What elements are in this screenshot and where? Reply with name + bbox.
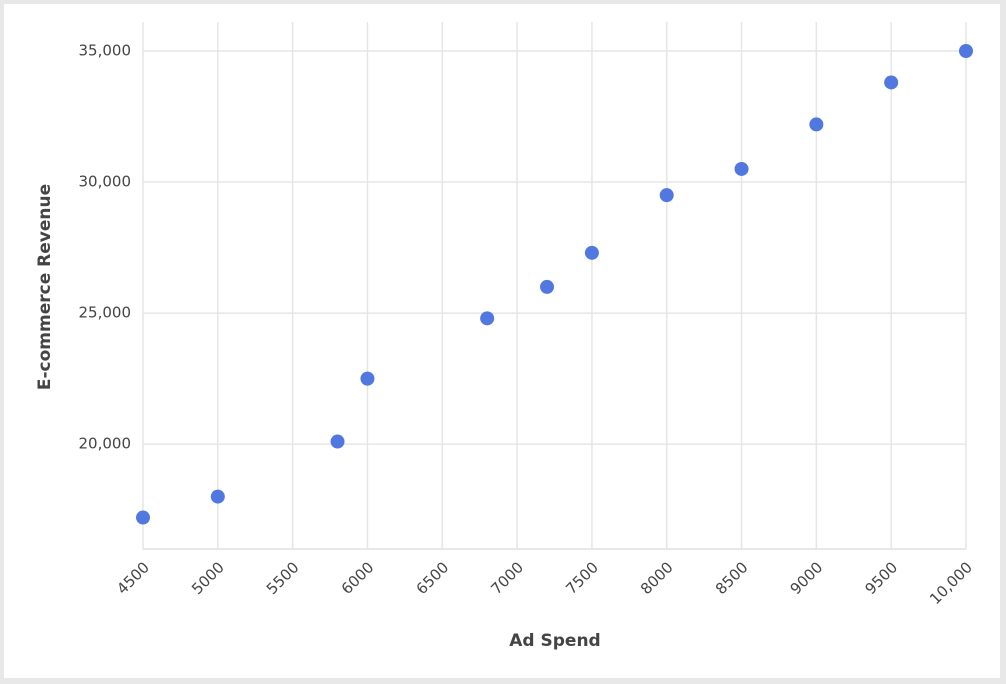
x-tick-label: 8500: [712, 558, 752, 598]
x-tick-label: 5500: [263, 558, 303, 598]
x-tick-label: 6000: [338, 558, 378, 598]
point: [884, 75, 899, 90]
point: [584, 245, 599, 260]
point: [659, 188, 674, 203]
x-tick-label: 9500: [861, 558, 901, 598]
point: [734, 161, 749, 176]
point: [959, 44, 973, 58]
y-tick-label: 30,000: [79, 173, 132, 191]
x-tick-label: 4500: [113, 558, 153, 598]
point: [480, 311, 495, 326]
y-tick-label: 25,000: [79, 304, 132, 322]
x-tick-label: 6500: [413, 558, 453, 598]
point: [360, 371, 375, 386]
y-tick-label: 20,000: [79, 435, 132, 453]
x-tick-label: 5000: [188, 558, 228, 598]
x-tick-label: 7500: [562, 558, 602, 598]
x-tick-label: 10,000: [926, 558, 976, 608]
point: [540, 279, 555, 294]
x-axis-title: Ad Spend: [509, 631, 600, 651]
point: [210, 489, 225, 504]
chart-card: [4, 4, 1000, 678]
point: [809, 117, 824, 132]
y-axis-title: E-commerce Revenue: [35, 184, 55, 390]
y-tick-label: 35,000: [79, 42, 132, 60]
point: [330, 434, 345, 449]
x-tick-label: 9000: [787, 558, 827, 598]
x-tick-label: 7000: [487, 558, 527, 598]
x-tick-label: 8000: [637, 558, 677, 598]
point: [136, 510, 150, 525]
